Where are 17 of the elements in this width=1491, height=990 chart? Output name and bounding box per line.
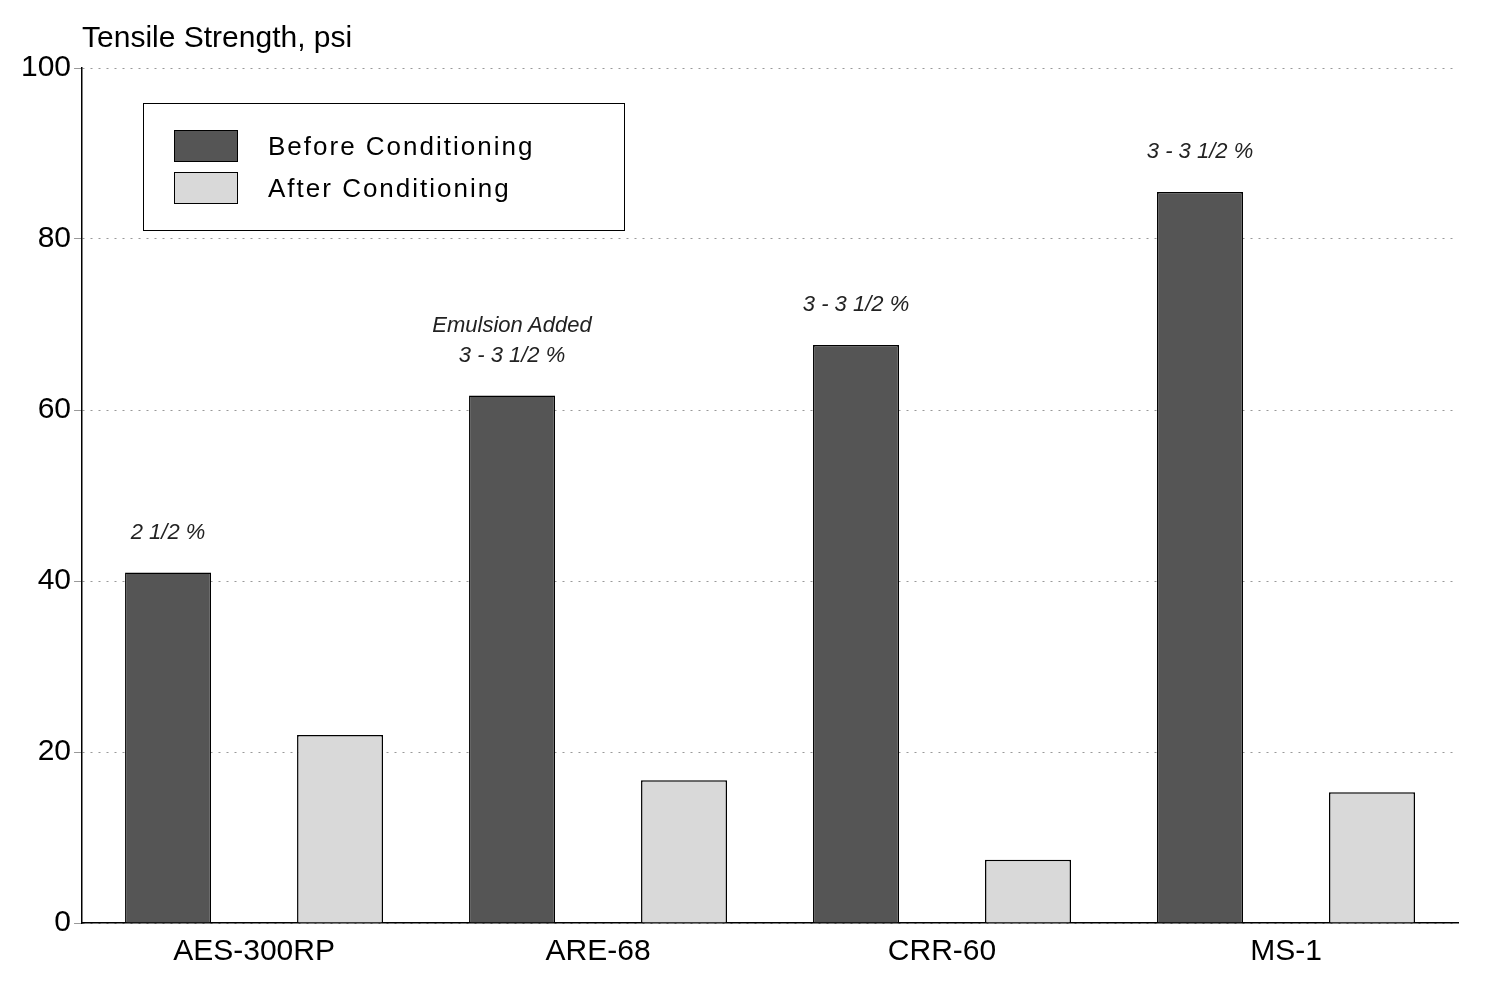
y-tick-label: 20: [37, 733, 72, 767]
x-tick-label: CRR-60: [887, 933, 997, 967]
annotation: 2 1/2 %: [129, 518, 206, 544]
x-tick-label: MS-1: [1250, 933, 1322, 967]
y-tick-label: 40: [37, 562, 72, 596]
legend-label: Before Conditioning: [268, 130, 535, 162]
y-tick-label: 0: [54, 904, 72, 938]
y-tick-label: 100: [20, 49, 72, 83]
x-tick-label: ARE-68: [545, 933, 651, 967]
y-tick-label: 60: [37, 391, 72, 425]
annotation: 3 - 3 1/2 %: [1146, 138, 1254, 164]
legend-label: After Conditioning: [268, 172, 511, 204]
x-tick-label: AES-300RP: [173, 933, 335, 967]
annotation: Emulsion Added 3 - 3 1/2 %: [432, 311, 593, 367]
annotation: 3 - 3 1/2 %: [802, 291, 910, 317]
y-axis-title: Tensile Strength, psi: [82, 20, 353, 54]
y-tick-label: 80: [37, 220, 72, 254]
